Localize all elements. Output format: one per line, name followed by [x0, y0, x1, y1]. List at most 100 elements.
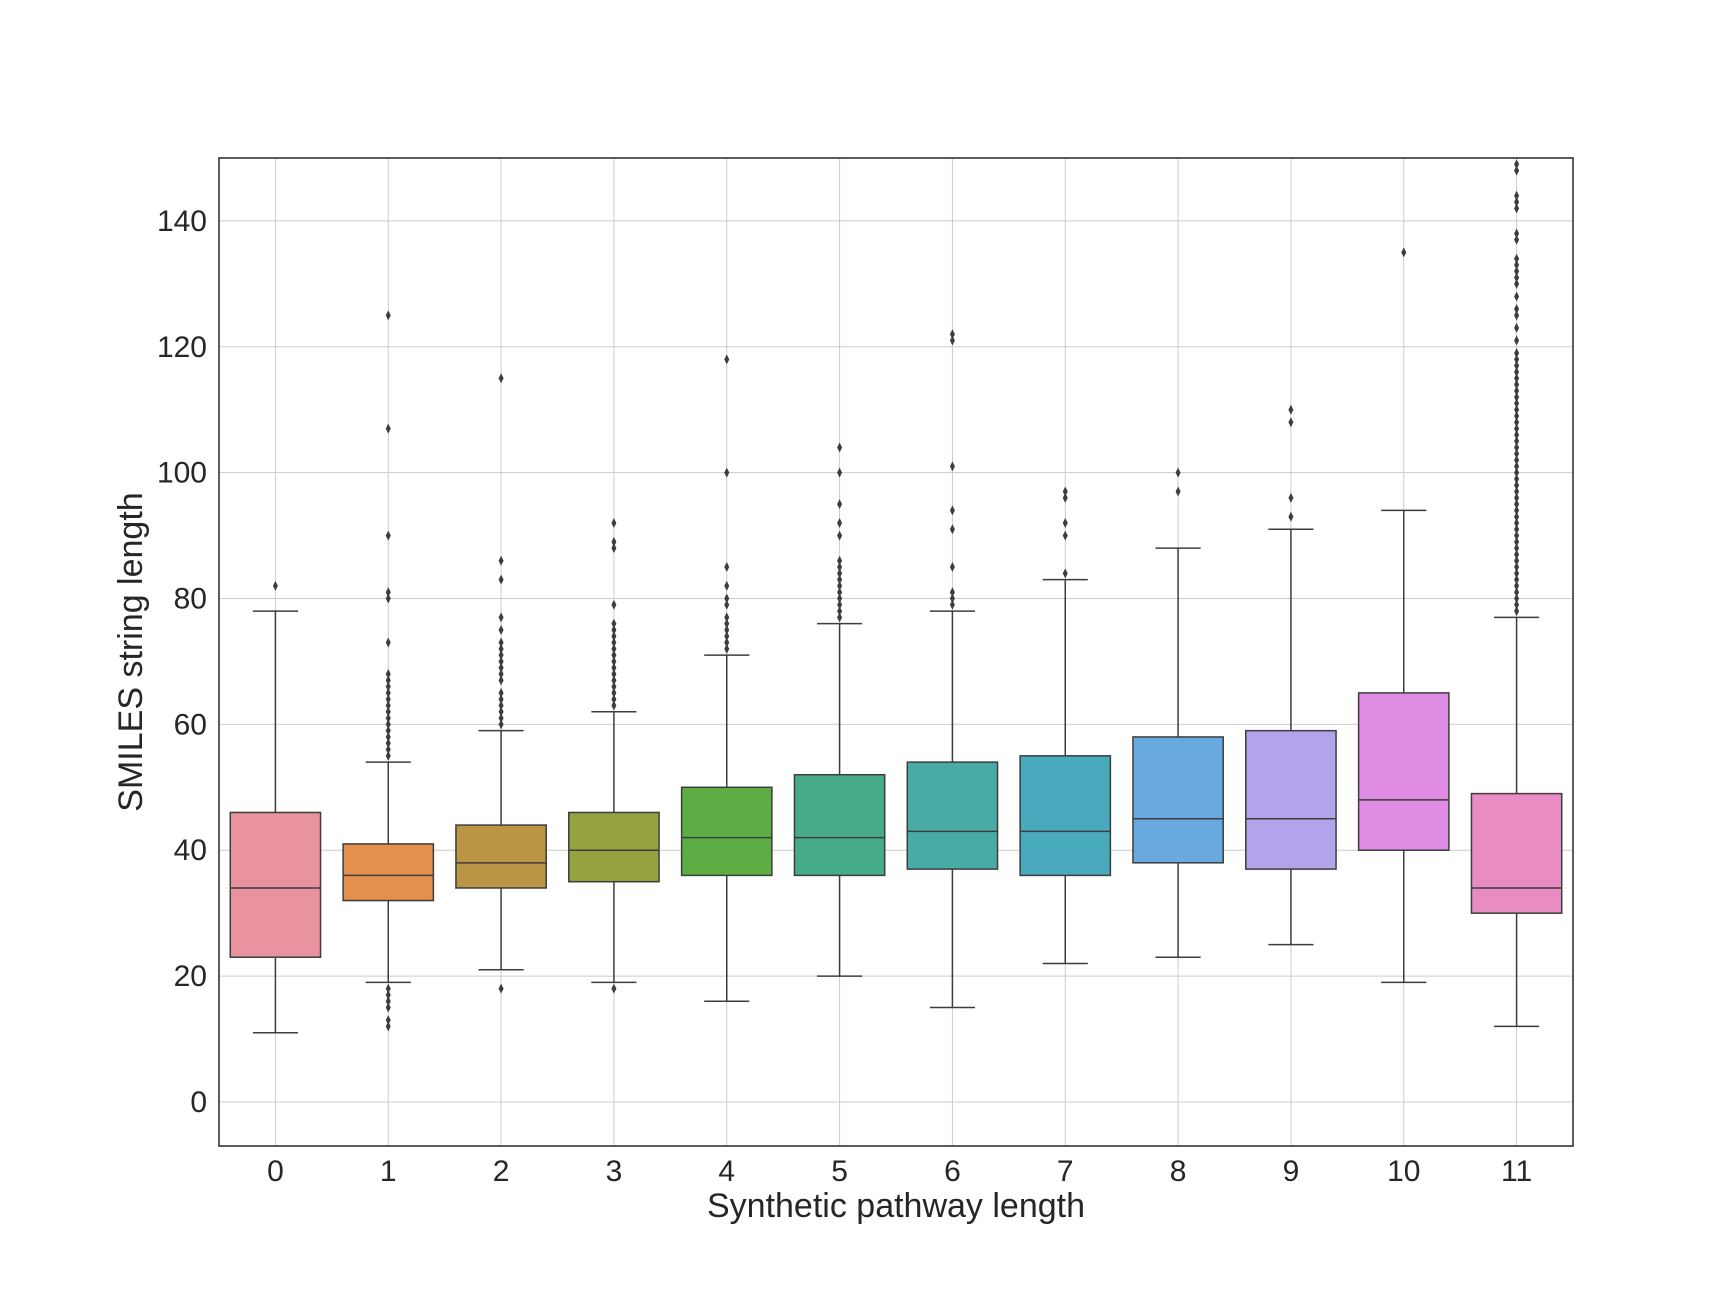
outlier-point: [1514, 379, 1520, 390]
x-tick-label: 6: [944, 1155, 961, 1188]
iqr-box: [1132, 736, 1224, 864]
outlier-point: [1514, 234, 1520, 245]
outlier-point: [385, 593, 391, 604]
outlier-point: [611, 675, 617, 686]
outlier-point: [385, 1015, 391, 1026]
outlier-point: [1514, 568, 1520, 579]
outlier-point: [837, 593, 843, 604]
outlier-point: [385, 687, 391, 698]
outlier-point: [611, 536, 617, 547]
outlier-point: [949, 593, 955, 604]
outlier-point: [724, 618, 730, 629]
outlier-point: [837, 574, 843, 585]
outlier-point: [1514, 348, 1520, 359]
outlier-point: [385, 637, 391, 648]
outlier-point: [1514, 310, 1520, 321]
y-tick-label: 80: [174, 583, 207, 616]
outlier-point: [611, 669, 617, 680]
box-9: [1245, 404, 1337, 946]
outlier-point: [611, 517, 617, 528]
outlier-point: [498, 643, 504, 654]
box-6: [906, 329, 999, 1009]
outlier-point: [611, 650, 617, 661]
outlier-point: [385, 669, 391, 680]
outlier-point: [1514, 259, 1520, 270]
outlier-point: [385, 700, 391, 711]
outlier-point: [1514, 473, 1520, 484]
outlier-point: [498, 719, 504, 730]
outlier-point: [1514, 385, 1520, 396]
x-tick-label: 2: [493, 1155, 510, 1188]
outlier-point: [1514, 492, 1520, 503]
outlier-point: [1514, 304, 1520, 315]
outlier-point: [1514, 536, 1520, 547]
outlier-point: [1062, 486, 1068, 497]
grid-lines: [219, 158, 1573, 1146]
outlier-point: [1514, 524, 1520, 535]
x-tick-label: 7: [1057, 1155, 1074, 1188]
outlier-point: [1514, 291, 1520, 302]
outlier-point: [724, 562, 730, 573]
outlier-point: [1514, 190, 1520, 201]
outlier-point: [1514, 543, 1520, 554]
outlier-point: [611, 618, 617, 629]
outlier-point: [949, 461, 955, 472]
outlier-point: [1062, 568, 1068, 579]
box-8: [1132, 467, 1224, 958]
outlier-point: [837, 530, 843, 541]
outlier-point: [385, 996, 391, 1007]
outlier-point: [949, 587, 955, 598]
outlier-point: [611, 599, 617, 610]
outlier-point: [498, 662, 504, 673]
box-0: [229, 580, 322, 1034]
outlier-point: [837, 606, 843, 617]
outlier-point: [837, 467, 843, 478]
x-tick-label: 4: [718, 1155, 735, 1188]
outlier-point: [1514, 587, 1520, 598]
iqr-box: [1357, 692, 1450, 851]
x-tick-label: 0: [267, 1155, 284, 1188]
outlier-point: [949, 599, 955, 610]
outlier-point: [1514, 511, 1520, 522]
x-tick-label: 3: [606, 1155, 623, 1188]
outlier-point: [837, 587, 843, 598]
outlier-point: [498, 669, 504, 680]
outlier-point: [1175, 486, 1181, 497]
outlier-point: [837, 568, 843, 579]
outlier-point: [1514, 203, 1520, 214]
outlier-point: [1514, 455, 1520, 466]
outlier-point: [498, 612, 504, 623]
box-3: [568, 517, 660, 994]
outlier-point: [385, 1002, 391, 1013]
box-4: [680, 354, 773, 1003]
outlier-point: [498, 555, 504, 566]
x-axis-ticks: 0 1 2 3 4 5 6 7 8 9 10 11: [267, 1155, 1532, 1188]
outlier-point: [1514, 606, 1520, 617]
outlier-point: [1514, 486, 1520, 497]
box-1: [342, 310, 435, 1032]
outlier-point: [949, 524, 955, 535]
outlier-point: [498, 637, 504, 648]
iqr-box: [793, 773, 886, 877]
outlier-point: [724, 599, 730, 610]
outlier-point: [1062, 492, 1068, 503]
outlier-point: [385, 706, 391, 717]
outlier-point: [1514, 549, 1520, 560]
outlier-point: [837, 555, 843, 566]
outlier-point: [385, 530, 391, 541]
y-tick-label: 120: [157, 331, 207, 364]
outlier-point: [385, 989, 391, 1000]
outlier-point: [1514, 436, 1520, 447]
outlier-point: [1062, 530, 1068, 541]
outlier-point: [611, 687, 617, 698]
outlier-point: [1514, 253, 1520, 264]
outlier-point: [1514, 398, 1520, 409]
outlier-point: [1514, 392, 1520, 403]
outlier-point: [1514, 442, 1520, 453]
outlier-point: [1514, 354, 1520, 365]
outlier-point: [611, 637, 617, 648]
outlier-point: [1514, 366, 1520, 377]
outlier-point: [611, 543, 617, 554]
outlier-point: [724, 593, 730, 604]
x-tick-label: 10: [1387, 1155, 1420, 1188]
